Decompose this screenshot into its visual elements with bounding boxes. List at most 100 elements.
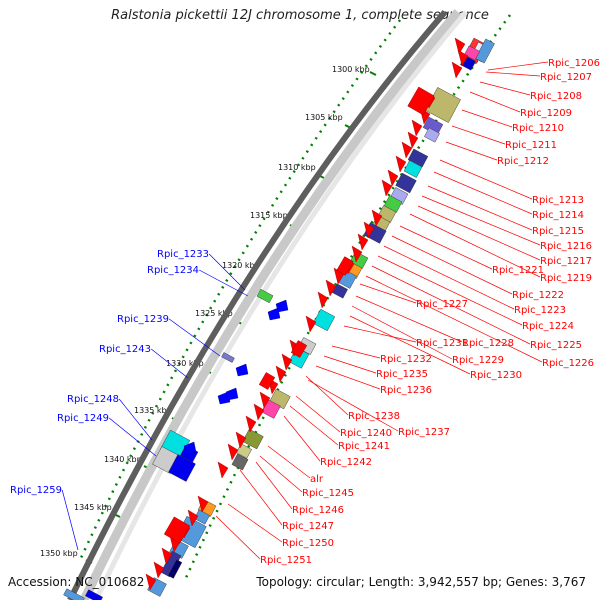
forward-gene-arrow	[381, 179, 393, 197]
leader-line	[259, 455, 303, 493]
forward-gene-arrow	[259, 391, 271, 409]
kbp-tick-label: 1335 kbp	[134, 406, 172, 415]
kbp-tick-label: 1350 kbp	[40, 549, 78, 558]
forward-gene-arrow	[161, 547, 173, 565]
kbp-tick-label: 1300 kbp	[332, 65, 370, 74]
forward-gene-arrow	[454, 37, 466, 55]
leader-line	[433, 171, 533, 215]
gene-label-reverse: Rpic_1249	[57, 413, 109, 424]
cds-block	[403, 160, 423, 178]
gene-label-reverse: Rpic_1234	[147, 265, 199, 276]
leader-line	[439, 159, 533, 200]
cds-block	[242, 428, 264, 450]
leader-line	[315, 365, 381, 390]
leader-line	[343, 325, 417, 343]
forward-gene-arrow	[153, 561, 165, 579]
leader-line	[409, 213, 541, 278]
reverse-gene-arrow	[183, 441, 197, 455]
gene-label-forward: Rpic_1247	[282, 521, 334, 532]
gene-label-forward: Rpic_1211	[505, 140, 557, 151]
length-label: Length:	[368, 575, 415, 589]
leader-line	[351, 305, 453, 360]
gene-label-reverse: Rpic_1239	[117, 314, 169, 325]
gene-label-forward: Rpic_1229	[452, 355, 504, 366]
cds-block	[395, 172, 417, 194]
gene-label-forward: Rpic_1214	[532, 210, 584, 221]
forward-gene-arrow	[371, 209, 383, 227]
forward-gene-arrow	[275, 365, 287, 383]
leader-line	[445, 141, 498, 161]
feature-layer	[63, 37, 495, 600]
gene-label-forward: Rpic_1209	[520, 108, 572, 119]
leader-line	[289, 405, 339, 446]
backbone-inner	[79, 9, 462, 600]
gene-label-forward: Rpic_1250	[282, 538, 334, 549]
forward-gene-block	[407, 86, 435, 116]
forward-gene-arrow	[217, 461, 229, 479]
genes-value: 3,767	[551, 575, 586, 589]
leader-line	[349, 315, 471, 375]
leader-line	[208, 253, 246, 291]
gene-label-forward: Rpic_1208	[530, 91, 582, 102]
gene-label-forward: Rpic_1240	[340, 428, 392, 439]
leader-line	[365, 275, 543, 363]
gene-label-forward: Rpic_1226	[542, 358, 594, 369]
leader-line	[227, 503, 283, 543]
gene-label-forward: Rpic_1230	[470, 370, 522, 381]
label-layer: Rpic_1206 Rpic_1207 Rpic_1208 Rpic_1209 Rpic…	[10, 58, 600, 566]
leader-line	[417, 205, 541, 261]
leader-line	[307, 379, 399, 432]
leader-line	[323, 355, 377, 374]
forward-gene-arrow	[281, 353, 293, 371]
cds-block	[424, 127, 440, 143]
gene-label-forward: Rpic_1213	[532, 195, 584, 206]
leader-line	[391, 235, 513, 295]
forward-gene-arrow	[325, 279, 337, 297]
forward-gene-block	[290, 340, 308, 358]
backbone-layer	[67, 9, 468, 600]
forward-gene-arrow	[457, 49, 469, 67]
leader-line	[427, 185, 533, 231]
gene-label-reverse: Rpic_1243	[99, 344, 151, 355]
forward-gene-arrow	[407, 131, 419, 149]
leader-layer	[61, 61, 549, 560]
forward-gene-arrow	[357, 233, 369, 251]
leader-line	[377, 255, 523, 326]
leader-line	[118, 398, 153, 441]
forward-gene-arrow	[253, 403, 265, 421]
cds-block	[168, 454, 196, 482]
gene-label-forward: Rpic_1212	[497, 156, 549, 167]
accession-label: Accession:	[8, 575, 72, 589]
forward-gene-arrow	[317, 291, 329, 309]
gene-label-forward: Rpic_1207	[540, 72, 592, 83]
gene-label-forward: Rpic_1251	[260, 555, 312, 566]
leader-line	[421, 195, 541, 246]
cds-block	[221, 352, 235, 363]
gene-label-forward: Rpic_1237	[398, 427, 450, 438]
gene-label-forward: Rpic_1210	[512, 123, 564, 134]
cds-block	[194, 509, 210, 525]
forward-gene-arrow	[145, 573, 157, 591]
leader-line	[487, 61, 549, 71]
sequence-info: Topology: circular; Length: 3,942,557 bp…	[256, 575, 586, 589]
gene-label-forward: Rpic_1222	[512, 290, 564, 301]
forward-gene-arrow	[395, 155, 407, 173]
leader-line	[199, 269, 249, 297]
leader-line	[355, 295, 463, 343]
forward-gene-arrow	[387, 169, 399, 187]
leader-line	[479, 81, 531, 96]
leader-line	[283, 415, 321, 462]
forward-gene-arrow	[411, 119, 423, 137]
leader-line	[239, 469, 283, 526]
leader-line	[469, 91, 521, 113]
accession-info: Accession: NC_010682	[8, 575, 144, 589]
forward-gene-arrow	[245, 415, 257, 433]
kbp-tick-label: 1320 kbp	[222, 261, 260, 270]
gene-label-forward: Rpic_1246	[292, 505, 344, 516]
forward-gene-block	[336, 256, 354, 276]
forward-gene-arrow	[197, 495, 209, 513]
gene-label-forward: Rpic_1245	[302, 488, 354, 499]
forward-gene-arrow	[351, 245, 363, 263]
gene-label-forward: Rpic_1217	[540, 256, 592, 267]
kbp-tick-label: 1340 kbp	[104, 455, 142, 464]
